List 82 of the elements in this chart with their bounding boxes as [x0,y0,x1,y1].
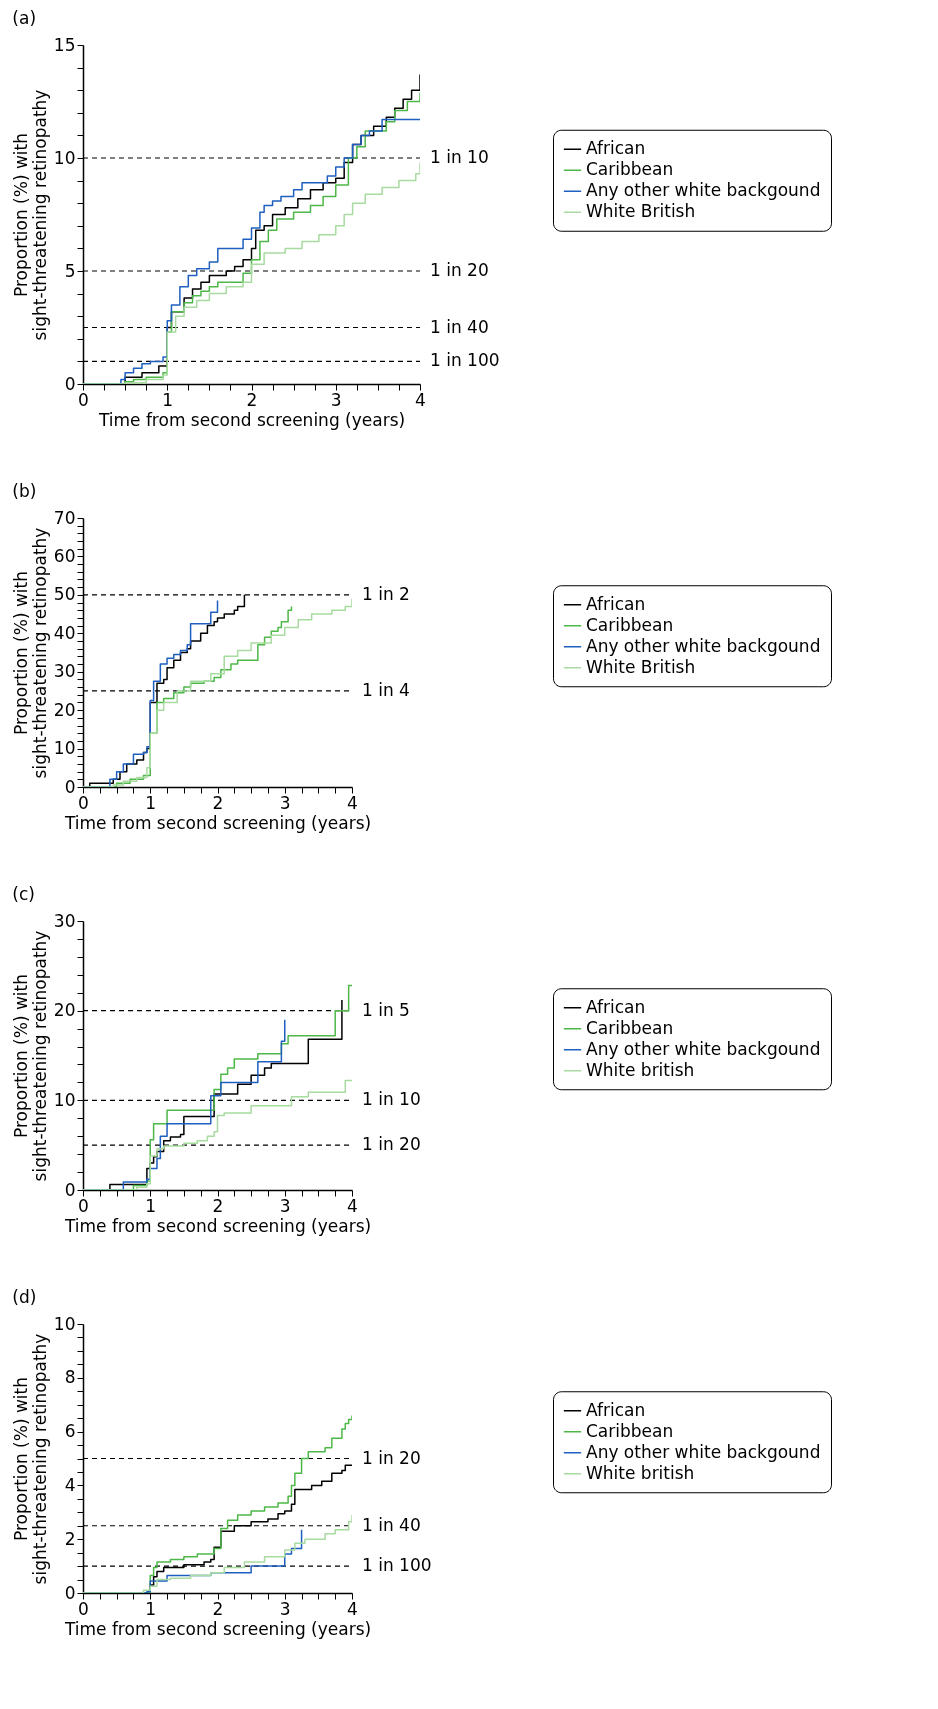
x-tick-label: 0 [78,1195,89,1216]
ref-line-label: 1 in 100 [430,350,500,371]
chart-title: (a) [12,8,37,28]
y-tick-label: 30 [53,910,76,931]
ref-line-label: 1 in 20 [430,260,489,280]
y-tick-label: 20 [53,1000,76,1021]
ref-line-label: 1 in 100 [362,1555,432,1576]
x-tick-label: 3 [330,389,342,410]
chart-title: (b) [12,481,37,501]
y-tick-label: 0 [64,1179,76,1200]
x-tick-label: 4 [347,1195,358,1216]
legend-label: Any other white backgound [586,1038,821,1059]
y-tick-label: 30 [53,661,76,682]
ref-line-label: 1 in 40 [362,1514,421,1535]
y-tick-label: 6 [64,1421,76,1442]
y-tick-label: 10 [53,1313,76,1334]
legend-label: African [586,1399,646,1420]
y-tick-label: 20 [53,699,76,720]
y-tick-label: 5 [64,260,76,281]
x-tick-label: 3 [279,792,291,813]
x-tick-label: 2 [246,389,258,410]
x-tick-label: 0 [78,389,89,410]
y-tick-label: 10 [53,147,76,168]
legend-label: Caribbean [586,614,674,635]
legend-label: Any other white backgound [586,180,821,201]
ref-line-label: 1 in 5 [362,999,410,1020]
legend-label: Any other white backgound [586,1441,821,1462]
y-axis-title: Proportion (%) with sight-threatening retinopathy [10,930,50,1182]
x-tick-label: 4 [347,1598,358,1619]
legend-label: Caribbean [586,1420,674,1441]
y-axis-title: Proportion (%) with sight-threatening retinopathy [10,1333,50,1585]
y-tick-label: 15 [53,34,76,55]
x-tick-label: 1 [162,389,174,410]
y-tick-label: 0 [64,1582,76,1603]
x-tick-label: 4 [347,792,358,813]
x-tick-label: 0 [78,1598,89,1619]
y-tick-label: 50 [53,584,76,605]
x-tick-label: 4 [415,389,426,410]
legend-label: Caribbean [586,1017,674,1038]
x-tick-label: 2 [212,1195,224,1216]
legend-label: Any other white backgound [586,635,821,656]
legend-label: White british [586,1462,695,1483]
y-tick-label: 10 [53,1089,76,1110]
ref-line-label: 1 in 10 [430,147,489,167]
y-tick-label: 40 [53,622,76,643]
ref-line-label: 1 in 4 [362,679,410,700]
x-axis-title: Time from second screening (years) [63,1618,372,1639]
y-axis-title: Proportion (%) with sight-threatening retinopathy [10,89,50,341]
x-tick-label: 2 [212,1598,224,1619]
chart-title: (c) [12,884,35,904]
chart-title: (d) [12,1287,37,1307]
y-tick-label: 10 [53,738,76,759]
legend-label: African [586,996,646,1017]
x-tick-label: 1 [145,1598,157,1619]
x-axis-title: Time from second screening (years) [97,409,406,430]
y-tick-label: 60 [53,545,76,566]
legend-label: White British [586,656,696,677]
ref-line-label: 1 in 40 [430,316,489,337]
y-tick-label: 2 [64,1528,76,1549]
ref-line-label: 1 in 20 [362,1447,421,1468]
legend-label: Caribbean [586,159,674,180]
legend-label: White British [586,201,696,222]
legend-label: African [586,593,646,614]
x-axis-title: Time from second screening (years) [63,1215,372,1236]
x-tick-label: 0 [78,792,89,813]
y-tick-label: 70 [53,507,76,528]
y-axis-title: Proportion (%) with sight-threatening retinopathy [10,527,50,779]
x-axis-title: Time from second screening (years) [63,812,372,833]
legend-label: African [586,138,646,159]
ref-line-label: 1 in 20 [362,1134,421,1155]
y-tick-label: 8 [64,1367,76,1388]
y-tick-label: 0 [64,776,76,797]
ref-line-label: 1 in 10 [362,1089,421,1110]
y-tick-label: 4 [64,1474,76,1495]
y-tick-label: 0 [64,373,76,394]
x-tick-label: 3 [279,1195,291,1216]
x-tick-label: 3 [279,1598,291,1619]
ref-line-label: 1 in 2 [362,583,410,604]
x-tick-label: 1 [145,792,157,813]
x-tick-label: 2 [212,792,224,813]
legend-label: White british [586,1059,695,1080]
x-tick-label: 1 [145,1195,157,1216]
